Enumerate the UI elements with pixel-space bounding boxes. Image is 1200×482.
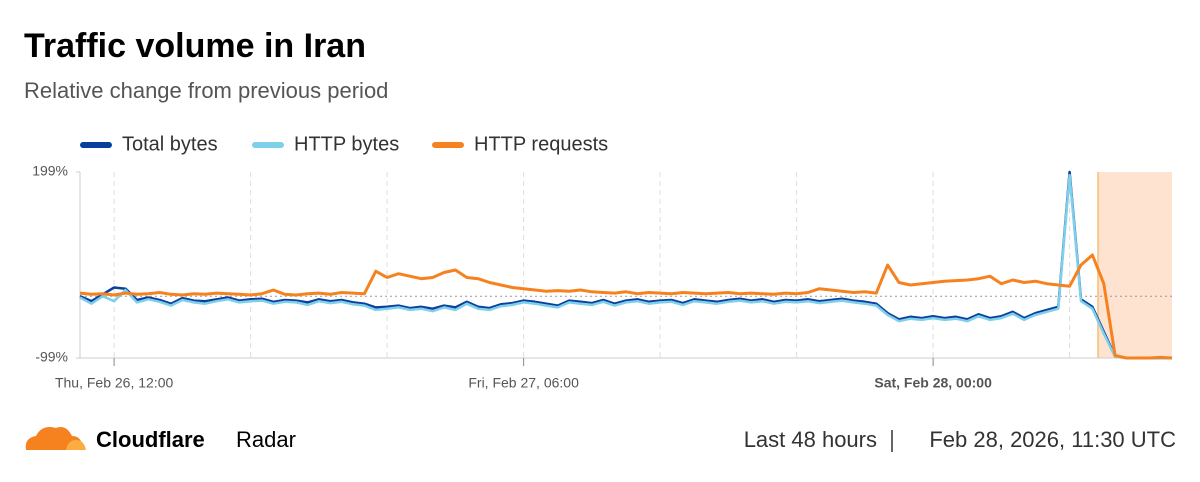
x-tick-label: Sat, Feb 28, 00:00 [874,375,992,391]
period: Last 48 hours [744,427,877,452]
brand: Cloudflare [96,427,205,452]
y-tick-label: 199% [32,163,68,179]
legend-label: HTTP requests [474,133,608,155]
legend-label: Total bytes [122,133,218,155]
series-line [79,253,1173,360]
x-tick-label: Thu, Feb 26, 12:00 [55,375,174,391]
series-line [79,170,1172,360]
y-tick-label: -99% [35,349,68,365]
logo [25,427,86,450]
timestamp: Feb 28, 2026, 11:30 UTC [929,427,1176,452]
highlight-region [1098,172,1172,358]
product: Radar [236,427,296,452]
legend-label: HTTP bytes [294,133,399,155]
chart-subtitle: Relative change from previous period [24,78,388,103]
x-tick-label: Fri, Feb 27, 06:00 [468,375,579,391]
series-line [79,173,1172,360]
chart-title: Traffic volume in Iran [24,27,366,65]
